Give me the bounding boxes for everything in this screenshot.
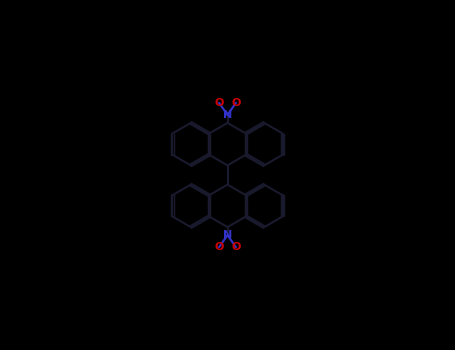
Text: O: O <box>231 242 241 252</box>
Text: O: O <box>214 98 224 108</box>
Text: N: N <box>223 110 232 120</box>
Text: O: O <box>231 98 241 108</box>
Text: O: O <box>214 242 224 252</box>
Text: N: N <box>223 230 232 240</box>
